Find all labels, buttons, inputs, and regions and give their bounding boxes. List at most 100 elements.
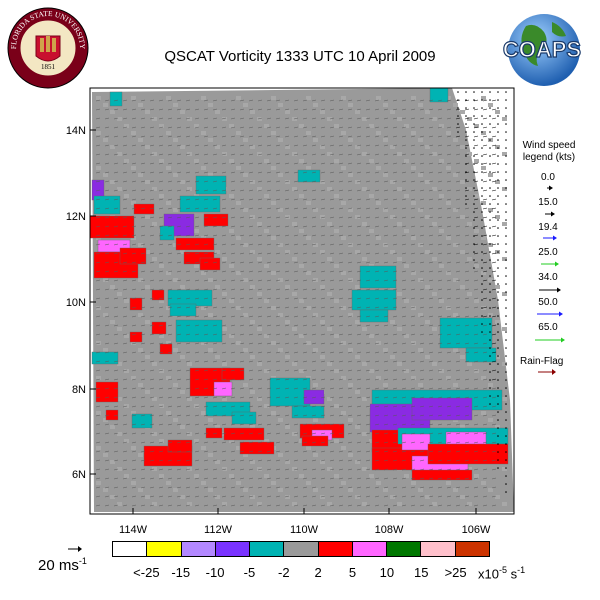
grid-cell <box>145 390 150 394</box>
wind-vector <box>491 333 497 336</box>
wind-vector <box>203 162 209 165</box>
wind-vector <box>203 342 209 345</box>
wind-dot <box>505 123 507 125</box>
wind-vector <box>320 333 326 336</box>
wind-vector <box>248 297 254 300</box>
wind-vector <box>464 360 470 363</box>
wind-vector <box>329 459 335 462</box>
wind-vector <box>401 414 407 417</box>
wind-dot <box>497 427 499 429</box>
wind-vector <box>122 315 128 318</box>
grid-cell <box>215 285 220 289</box>
wind-vector <box>230 189 236 192</box>
wind-vector <box>104 252 110 255</box>
wind-vector <box>221 387 227 390</box>
wind-vector <box>374 216 380 219</box>
wind-vector <box>194 243 200 246</box>
grid-cell <box>341 201 346 205</box>
wind-vector <box>374 171 380 174</box>
wind-vector <box>275 171 281 174</box>
wind-vector <box>455 144 461 147</box>
wind-vector <box>140 117 146 120</box>
wind-vector <box>311 414 317 417</box>
grid-cell <box>117 502 122 506</box>
wind-vector <box>401 405 407 408</box>
wind-vector <box>356 135 362 138</box>
wind-vector <box>320 423 326 426</box>
wind-vector <box>203 99 209 102</box>
grid-cell <box>124 334 129 338</box>
wind-vector <box>95 414 101 417</box>
wind-vector <box>212 495 218 498</box>
wind-vector <box>113 252 119 255</box>
wind-vector <box>239 450 245 453</box>
wind-vector <box>338 279 344 282</box>
wind-vector <box>239 405 245 408</box>
grid-cell <box>474 299 479 303</box>
wind-vector <box>455 315 461 318</box>
wind-vector <box>293 324 299 327</box>
wind-vector <box>383 414 389 417</box>
grid-cell <box>299 194 304 198</box>
lon-label: 112W <box>204 524 233 536</box>
wind-dot <box>489 115 491 117</box>
wind-vector <box>482 495 488 498</box>
wind-vector <box>167 216 173 219</box>
wind-vector <box>365 225 371 228</box>
wind-dot <box>481 139 483 141</box>
grid-cell <box>334 159 339 163</box>
wind-vector <box>248 108 254 111</box>
wind-vector <box>221 486 227 489</box>
wind-vector <box>374 126 380 129</box>
wind-vector <box>383 279 389 282</box>
wind-vector <box>356 378 362 381</box>
wind-vector <box>482 279 488 282</box>
grid-cell <box>236 201 241 205</box>
wind-vector <box>95 441 101 444</box>
wind-vector <box>221 180 227 183</box>
wind-vector <box>113 360 119 363</box>
wind-vector <box>491 99 497 102</box>
wind-vector <box>491 279 497 282</box>
grid-cell <box>201 166 206 170</box>
wind-vector <box>248 468 254 471</box>
wind-vector <box>410 252 416 255</box>
wind-vector <box>329 432 335 435</box>
wind-vector <box>302 117 308 120</box>
wind-vector <box>401 216 407 219</box>
wind-vector <box>95 324 101 327</box>
grid-cell <box>383 208 388 212</box>
wind-vector <box>338 126 344 129</box>
wind-vector <box>248 387 254 390</box>
wind-vector <box>122 495 128 498</box>
wind-vector <box>131 153 137 156</box>
wind-vector <box>302 486 308 489</box>
wind-vector <box>221 144 227 147</box>
wind-vector <box>302 306 308 309</box>
wind-vector <box>437 99 443 102</box>
wind-vector <box>338 108 344 111</box>
grid-cell <box>278 103 283 107</box>
wind-vector <box>464 243 470 246</box>
wind-vector <box>329 297 335 300</box>
wind-vector <box>158 441 164 444</box>
wind-dot <box>481 147 483 149</box>
wind-dot <box>473 227 475 229</box>
wind-vector <box>320 342 326 345</box>
wind-vector <box>194 315 200 318</box>
wind-vector <box>428 270 434 273</box>
wind-vector <box>212 315 218 318</box>
wind-vector <box>347 261 353 264</box>
wind-vector <box>221 441 227 444</box>
wind-vector <box>320 216 326 219</box>
wind-vector <box>347 180 353 183</box>
grid-cell <box>180 425 185 429</box>
wind-vector <box>293 423 299 426</box>
wind-vector <box>221 153 227 156</box>
wind-vector <box>302 414 308 417</box>
wind-vector <box>275 432 281 435</box>
wind-dot <box>489 195 491 197</box>
wind-vector <box>329 162 335 165</box>
wind-vector <box>419 162 425 165</box>
wind-vector <box>347 369 353 372</box>
